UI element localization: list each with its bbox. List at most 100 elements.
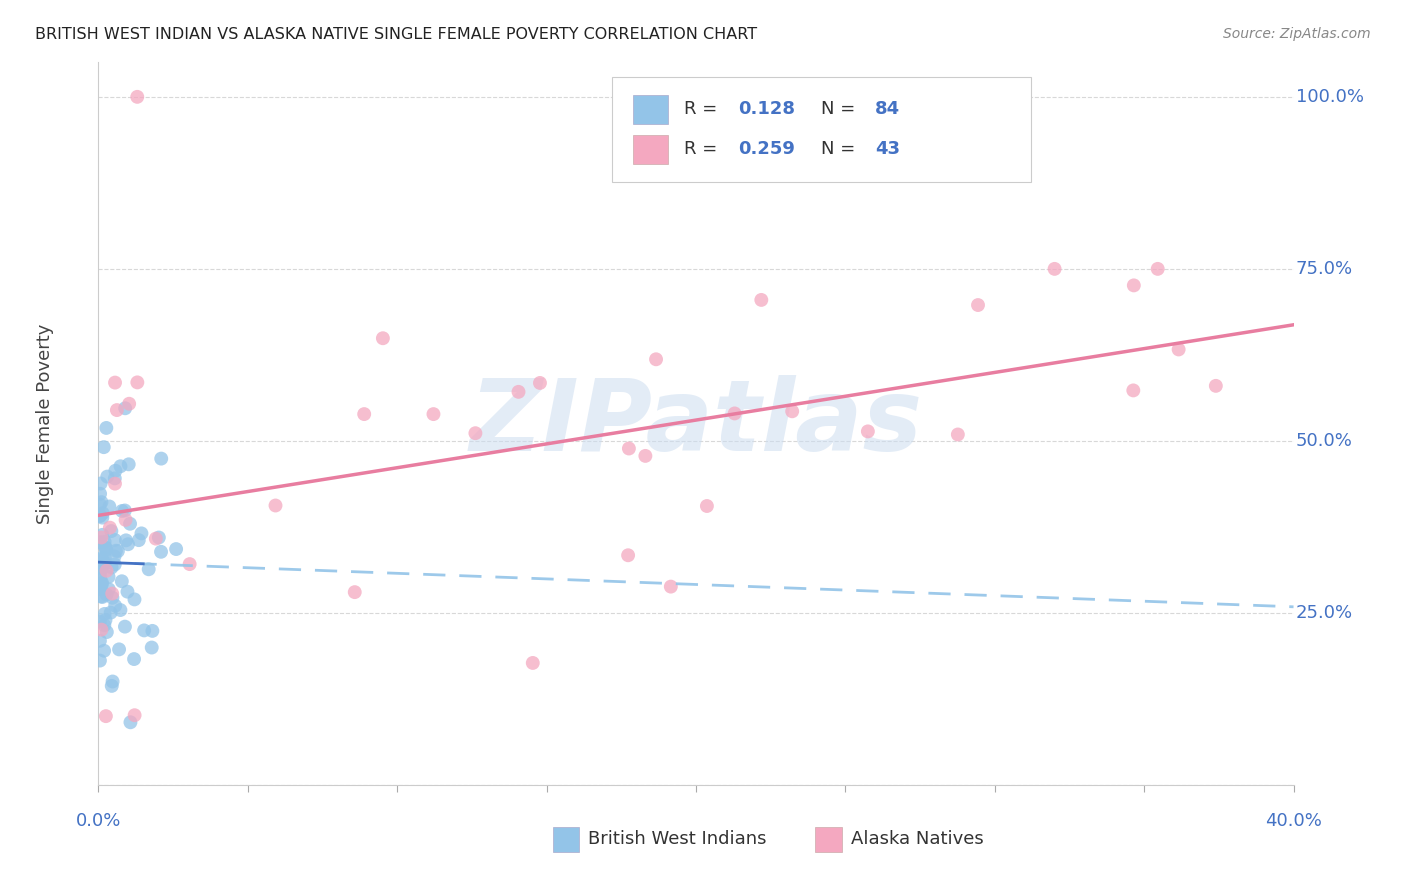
- Point: [94, 541, 117, 555]
- Point: [93, 644, 115, 658]
- Point: [90, 579, 112, 593]
- Point: [91, 528, 114, 542]
- Point: [148, 531, 170, 545]
- Point: [90, 590, 112, 604]
- Point: [94, 613, 117, 627]
- Point: [89, 508, 111, 523]
- Point: [124, 708, 146, 723]
- Point: [111, 574, 134, 589]
- Point: [114, 503, 136, 517]
- Point: [128, 533, 150, 548]
- Point: [89, 498, 111, 512]
- Text: N =: N =: [821, 140, 862, 158]
- Point: [89, 559, 111, 574]
- Text: BRITISH WEST INDIAN VS ALASKA NATIVE SINGLE FEMALE POVERTY CORRELATION CHART: BRITISH WEST INDIAN VS ALASKA NATIVE SIN…: [35, 27, 758, 42]
- Point: [89, 509, 111, 524]
- Text: 84: 84: [876, 101, 900, 119]
- Point: [117, 537, 139, 551]
- Point: [422, 407, 444, 421]
- Point: [98, 521, 121, 535]
- Point: [96, 588, 118, 602]
- Point: [89, 582, 111, 596]
- Point: [115, 533, 138, 548]
- Point: [90, 562, 112, 576]
- Point: [93, 534, 115, 549]
- Point: [104, 376, 127, 390]
- Point: [522, 656, 544, 670]
- Point: [114, 513, 136, 527]
- Point: [617, 442, 640, 456]
- Point: [90, 577, 112, 591]
- Point: [97, 570, 120, 584]
- Point: [90, 623, 112, 637]
- Point: [89, 572, 111, 586]
- Point: [659, 580, 682, 594]
- Point: [96, 625, 118, 640]
- Point: [371, 331, 394, 345]
- Point: [634, 449, 657, 463]
- Point: [91, 510, 114, 524]
- Point: [946, 427, 969, 442]
- Text: 25.0%: 25.0%: [1296, 604, 1353, 622]
- Point: [89, 633, 111, 648]
- Point: [118, 397, 141, 411]
- Point: [967, 298, 990, 312]
- Point: [90, 476, 112, 491]
- Point: [91, 552, 114, 566]
- Point: [264, 499, 287, 513]
- Point: [101, 586, 124, 600]
- Point: [104, 464, 127, 478]
- Point: [96, 469, 118, 483]
- Text: Source: ZipAtlas.com: Source: ZipAtlas.com: [1223, 27, 1371, 41]
- Point: [724, 406, 747, 420]
- Point: [97, 582, 120, 597]
- Text: R =: R =: [685, 101, 723, 119]
- Point: [529, 376, 551, 390]
- Point: [89, 567, 111, 582]
- FancyBboxPatch shape: [553, 827, 579, 852]
- Point: [110, 603, 132, 617]
- Point: [108, 642, 131, 657]
- Point: [101, 674, 124, 689]
- FancyBboxPatch shape: [633, 95, 668, 124]
- Point: [107, 544, 129, 558]
- Point: [1122, 278, 1144, 293]
- Point: [89, 487, 111, 501]
- Point: [93, 440, 115, 454]
- Point: [1146, 261, 1168, 276]
- Point: [645, 352, 668, 367]
- Point: [1167, 343, 1189, 357]
- Point: [464, 426, 486, 441]
- Text: Alaska Natives: Alaska Natives: [852, 830, 984, 848]
- Point: [120, 715, 142, 730]
- Point: [114, 401, 136, 416]
- Point: [89, 654, 111, 668]
- Point: [124, 592, 146, 607]
- Point: [90, 531, 112, 545]
- Point: [127, 376, 149, 390]
- Point: [110, 459, 132, 474]
- Text: British West Indians: British West Indians: [589, 830, 766, 848]
- Point: [100, 679, 122, 693]
- Point: [150, 545, 173, 559]
- Point: [94, 709, 117, 723]
- Text: 0.128: 0.128: [738, 101, 794, 119]
- Point: [111, 504, 134, 518]
- Text: 43: 43: [876, 140, 900, 158]
- Point: [96, 421, 118, 435]
- Point: [104, 599, 127, 613]
- Point: [114, 620, 136, 634]
- Text: R =: R =: [685, 140, 723, 158]
- Point: [150, 451, 173, 466]
- Point: [780, 404, 803, 418]
- Point: [91, 575, 114, 590]
- Text: 0.259: 0.259: [738, 140, 794, 158]
- Point: [508, 384, 530, 399]
- Text: 40.0%: 40.0%: [1265, 813, 1322, 830]
- Point: [94, 551, 117, 566]
- Text: Single Female Poverty: Single Female Poverty: [35, 324, 53, 524]
- Point: [89, 615, 111, 629]
- FancyBboxPatch shape: [613, 77, 1031, 182]
- Point: [118, 516, 141, 531]
- Point: [138, 562, 160, 576]
